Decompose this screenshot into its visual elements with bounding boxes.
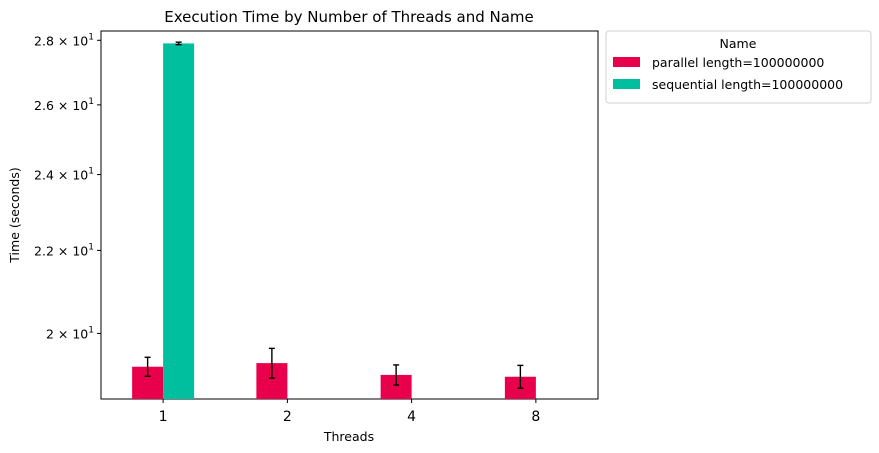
y-axis-label: Time (seconds): [7, 167, 22, 263]
legend: Name parallel length=100000000 sequentia…: [605, 30, 872, 104]
x-tick-label: 2: [283, 409, 292, 425]
x-axis: 1 2 4 8: [159, 399, 540, 425]
plot-frame: [100, 30, 599, 400]
plot-area: [100, 30, 599, 400]
legend-frame: [605, 30, 872, 104]
legend-label-parallel: parallel length=100000000: [652, 55, 824, 70]
y-axis: 2 × 101 2.2 × 101 2.4 × 101 2.6 × 101 2.8 × …: [34, 32, 101, 341]
y-tick-label: 2.6 × 101: [34, 97, 94, 113]
chart-title: Execution Time by Number of Threads and …: [164, 8, 534, 26]
y-tick-label: 2 × 101: [46, 325, 94, 341]
bars-layer: [132, 43, 536, 399]
y-tick-label: 2.8 × 101: [34, 32, 94, 48]
x-tick-label: 8: [531, 409, 540, 425]
legend-swatch-parallel: [613, 57, 640, 67]
errorbars-layer: [144, 41, 524, 389]
y-tick-label: 2.2 × 101: [34, 242, 94, 258]
bar-sequential: [163, 43, 195, 399]
x-tick-label: 1: [159, 409, 168, 425]
x-tick-label: 4: [407, 409, 416, 425]
legend-title: Name: [720, 36, 757, 51]
y-tick-label: 2.4 × 101: [34, 167, 94, 183]
x-axis-label: Threads: [323, 429, 374, 444]
legend-swatch-sequential: [613, 79, 640, 89]
legend-label-sequential: sequential length=100000000: [652, 77, 843, 92]
